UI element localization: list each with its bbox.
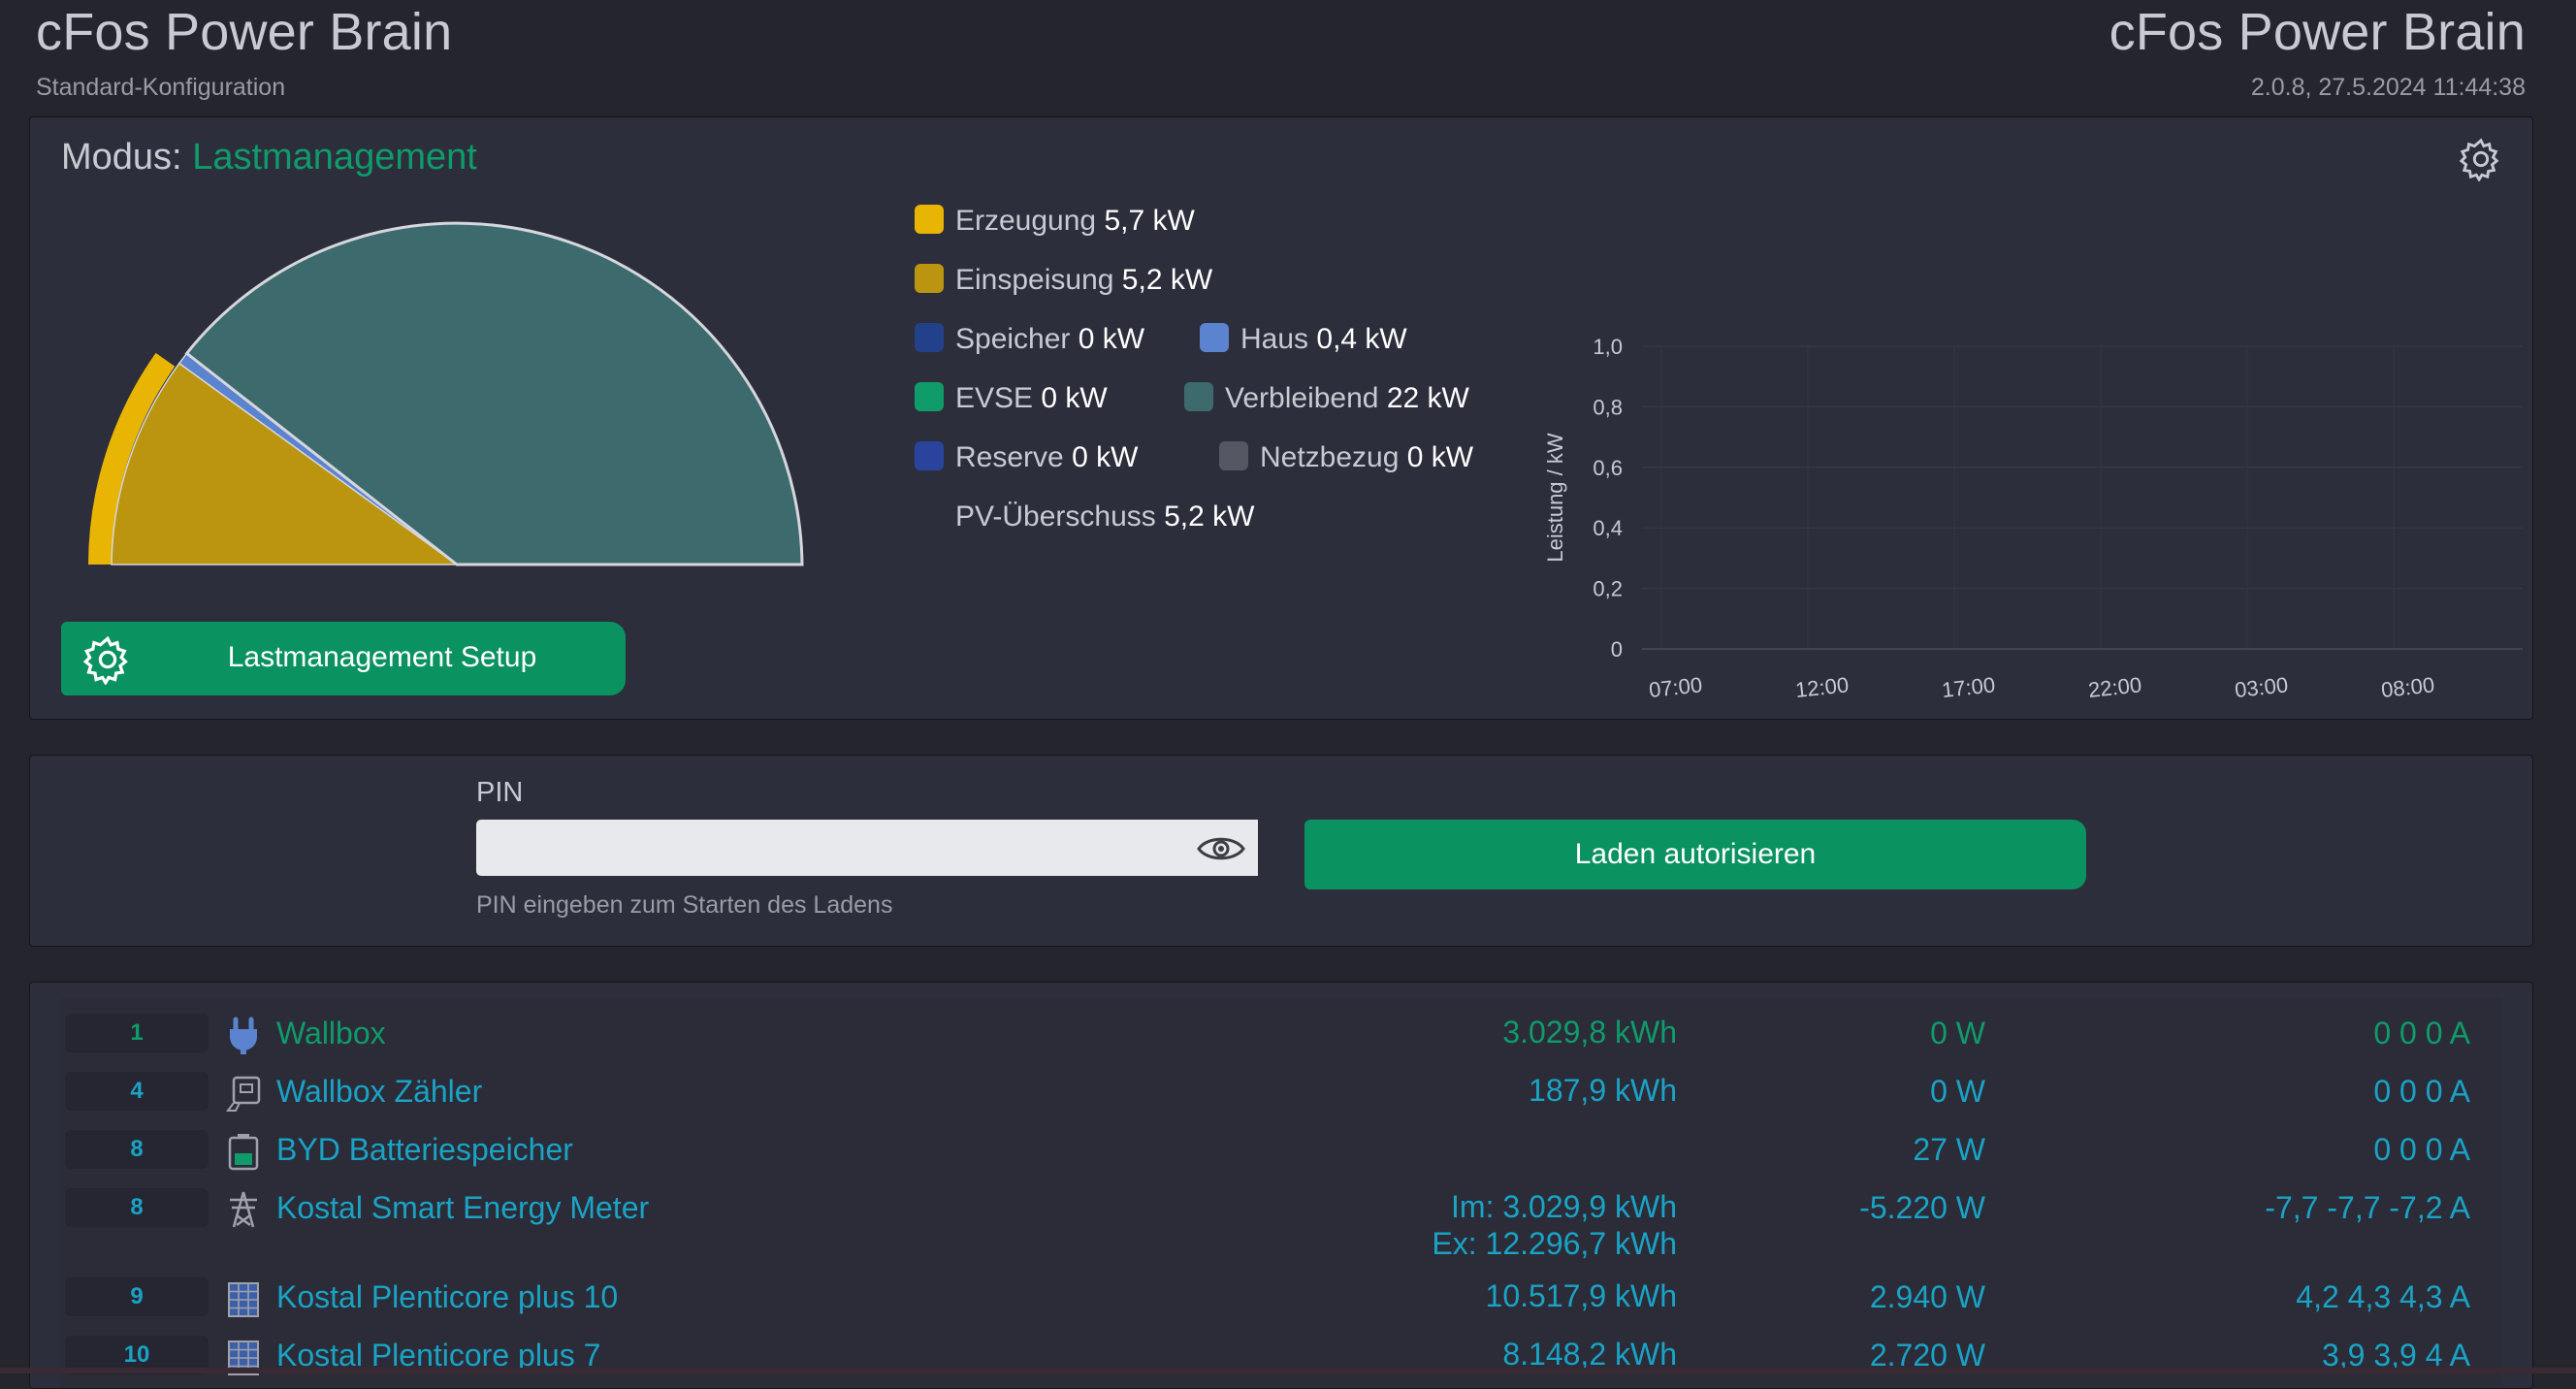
device-list: 1 Wallbox 3.029,8 kWh 0 W 0 0 0 A 4 Wallbox Zä… (61, 998, 2501, 1386)
legend-netzbezug: Netzbezug 0 kW (1219, 441, 1473, 474)
settings-gear-icon[interactable] (2459, 137, 2503, 181)
authorize-charging-button[interactable]: Laden autorisieren (1304, 820, 2086, 889)
verbleibend-swatch (1184, 382, 1213, 411)
einspeisung-swatch (915, 264, 944, 293)
power-tower-icon (230, 1191, 257, 1228)
bottom-strip (0, 1368, 2576, 1373)
netzbezug-swatch (1219, 441, 1248, 470)
app-title-right: cFos Power Brain (2109, 3, 2526, 61)
device-power: -5.220 W (1859, 1190, 1985, 1225)
gauge-segment-erzeugung (88, 352, 176, 565)
device-name[interactable]: Wallbox Zähler (276, 1074, 483, 1109)
device-name[interactable]: Kostal Smart Energy Meter (276, 1190, 650, 1225)
device-energy-export: Ex: 12.296,7 kWh (1432, 1226, 1677, 1261)
power-history-chart: 1,0 0,8 0,6 0,4 0,2 0 07:00 12:00 17:00 22:00 03:0… (1543, 335, 2523, 702)
mode-label: Modus: (61, 137, 182, 178)
chart-xtick-label: 22:00 (2087, 672, 2142, 702)
erzeugung-swatch (915, 205, 944, 234)
device-energy: 10.517,9 kWh (1486, 1277, 1677, 1314)
gear-icon (82, 635, 128, 685)
device-power: 2.720 W (1869, 1338, 1985, 1373)
reserve-swatch (915, 441, 944, 470)
device-energy: 187,9 kWh (1529, 1072, 1677, 1109)
gauge-segment-einspeisung (111, 362, 460, 565)
chart-ytick-label: 0,2 (1593, 577, 1623, 601)
plug-icon (230, 1017, 257, 1054)
device-id-badge: 8 (65, 1188, 209, 1227)
pin-hint: PIN eingeben zum Starten des Ladens (476, 891, 893, 919)
device-energy: Im: 3.029,9 kWh Ex: 12.296,7 kWh (1432, 1188, 1677, 1262)
mode-heading: Modus: Lastmanagement (61, 137, 477, 178)
version-timestamp: 2.0.8, 27.5.2024 11:44:38 (2250, 74, 2526, 101)
device-power: 2.940 W (1869, 1279, 1985, 1314)
chart-ytick-label: 0,8 (1593, 395, 1623, 419)
chart-ytick-label: 0 (1611, 637, 1623, 662)
chart-xtick-label: 07:00 (1648, 672, 1703, 702)
setup-button-label: Lastmanagement Setup (227, 641, 537, 673)
legend-pv-ueberschuss: PV-Überschuss 5,2 kW (955, 501, 1255, 533)
chart-xtick-label: 17:00 (1941, 672, 1996, 702)
speicher-swatch (915, 323, 944, 352)
mode-card: Modus: Lastmanagement Lastmanagement Set… (29, 116, 2533, 720)
lastmanagement-setup-button[interactable]: Lastmanagement Setup (61, 622, 626, 695)
device-current: 4,2 4,3 4,3 A (2296, 1279, 2470, 1314)
gauge-segment-verbleibend (184, 221, 804, 566)
device-current: -7,7 -7,7 -7,2 A (2265, 1190, 2470, 1225)
device-current: 3,9 3,9 4 A (2321, 1338, 2470, 1373)
device-name[interactable]: Kostal Plenticore plus 7 (276, 1338, 601, 1373)
device-energy-value: 3.029,8 kWh (1502, 1015, 1677, 1050)
device-id-badge: 1 (65, 1014, 209, 1052)
device-energy-value: 187,9 kWh (1529, 1073, 1677, 1108)
device-name[interactable]: BYD Batteriespeicher (276, 1132, 573, 1167)
device-power: 0 W (1930, 1016, 1985, 1050)
device-id-badge: 4 (65, 1072, 209, 1111)
device-energy: 8.148,2 kWh (1502, 1336, 1677, 1373)
device-current: 0 0 0 A (2373, 1132, 2470, 1167)
chart-xtick-label: 12:00 (1794, 672, 1850, 702)
legend-haus: Haus 0,4 kW (1200, 323, 1407, 356)
legend-reserve: Reserve 0 kW (915, 441, 1138, 474)
battery-icon (228, 1134, 259, 1171)
device-id-badge: 9 (65, 1277, 209, 1316)
device-name[interactable]: Kostal Plenticore plus 10 (276, 1279, 619, 1314)
power-gauge (88, 221, 804, 566)
chart-ytick-label: 1,0 (1593, 335, 1623, 359)
chart-ytick-label: 0,4 (1593, 516, 1623, 540)
evse-swatch (915, 382, 944, 411)
solar-panel-icon (228, 1282, 259, 1317)
legend-einspeisung: Einspeisung 5,2 kW (915, 264, 1212, 297)
device-power: 0 W (1930, 1074, 1985, 1109)
pin-card: PIN PIN eingeben zum Starten des Ladens … (29, 755, 2533, 947)
haus-swatch (1200, 323, 1229, 352)
device-power: 27 W (1913, 1132, 1985, 1167)
device-energy-value: 10.517,9 kWh (1485, 1278, 1677, 1313)
app-title: cFos Power Brain (36, 3, 453, 61)
chart-ylabel: Leistung / kW (1543, 433, 1567, 563)
device-energy-value: Im: 3.029,9 kWh (1451, 1189, 1677, 1224)
chart-xtick-label: 03:00 (2234, 672, 2289, 702)
legend-erzeugung: Erzeugung 5,7 kW (915, 205, 1195, 238)
device-current: 0 0 0 A (2373, 1074, 2470, 1109)
eye-icon[interactable] (1196, 833, 1246, 864)
pin-label: PIN (476, 777, 524, 808)
config-name: Standard-Konfiguration (36, 74, 286, 101)
pin-input[interactable] (476, 820, 1258, 876)
device-energy: 3.029,8 kWh (1502, 1014, 1677, 1050)
mode-value: Lastmanagement (192, 137, 477, 178)
device-name[interactable]: Wallbox (276, 1016, 386, 1050)
chart-xtick-label: 08:00 (2380, 672, 2435, 702)
device-id-badge: 8 (65, 1130, 209, 1169)
chart-ytick-label: 0,6 (1593, 456, 1623, 480)
legend-speicher: Speicher 0 kW (915, 323, 1144, 356)
legend-verbleibend: Verbleibend 22 kW (1184, 382, 1469, 415)
meter-icon (226, 1076, 261, 1112)
device-energy-value: 8.148,2 kWh (1502, 1337, 1677, 1372)
legend-evse: EVSE 0 kW (915, 382, 1108, 415)
devices-card: 1 Wallbox 3.029,8 kWh 0 W 0 0 0 A 4 Wallbox Zä… (29, 982, 2533, 1389)
device-current: 0 0 0 A (2373, 1016, 2470, 1050)
